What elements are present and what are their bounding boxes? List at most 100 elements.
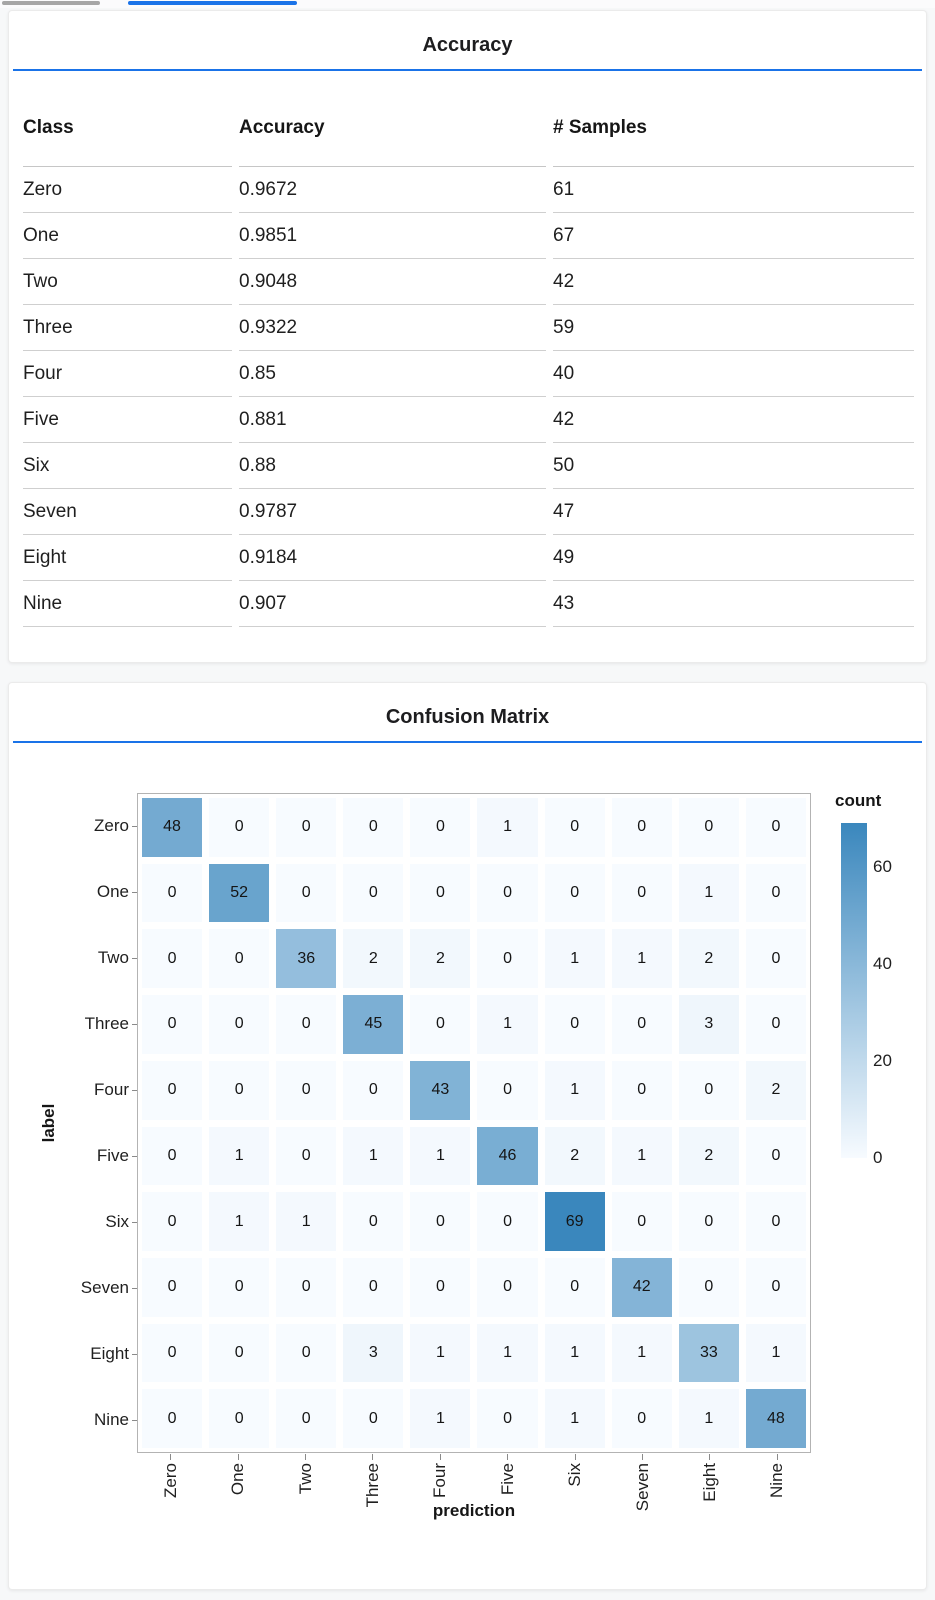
heatmap-cell: 0 — [343, 798, 404, 857]
table-cell: Two — [23, 259, 232, 305]
heatmap-cell: 33 — [678, 1323, 739, 1383]
heatmap-cell: 2 — [544, 1126, 605, 1186]
table-row: Three 0.9322 59 — [23, 305, 914, 351]
heatmap-cell: 46 — [477, 1126, 538, 1186]
heatmap-cell: 1 — [745, 1323, 806, 1383]
heatmap-cell: 1 — [209, 1126, 270, 1186]
table-cell: 42 — [553, 259, 914, 305]
x-axis-label: Two — [272, 1454, 339, 1554]
heatmap-cell: 45 — [343, 995, 404, 1054]
heatmap-cell: 2 — [678, 929, 739, 989]
table-cell: Eight — [23, 535, 232, 581]
heatmap-cell: 1 — [611, 1323, 672, 1383]
heatmap-cell: 0 — [410, 1192, 471, 1251]
y-axis-label: Three — [9, 991, 137, 1057]
heatmap-cell: 0 — [142, 929, 203, 989]
accuracy-panel-rule — [13, 69, 922, 71]
colorbar-tick-label: 60 — [873, 856, 892, 876]
heatmap-cell: 0 — [276, 995, 337, 1054]
table-cell: 0.9322 — [239, 305, 546, 351]
x-axis-label: Nine — [744, 1454, 811, 1554]
heatmap-cell: 0 — [276, 1126, 337, 1186]
table-cell: 50 — [553, 443, 914, 489]
axis-tick — [132, 1089, 137, 1091]
column-header: Accuracy — [239, 71, 546, 167]
y-axis-label-text: Zero — [94, 816, 129, 835]
heatmap-cell: 0 — [209, 929, 270, 989]
heatmap-cell: 0 — [611, 995, 672, 1054]
accuracy-panel: Accuracy Class Accuracy # Samples Zero 0.96… — [8, 10, 927, 663]
x-axis-label: Four — [407, 1454, 474, 1554]
heatmap-cell: 0 — [142, 1126, 203, 1186]
heatmap-cell: 0 — [343, 1192, 404, 1251]
x-axis: Zero One Two Three Four Five Six Seven Eight Nine — [137, 1454, 811, 1554]
x-axis-label-text: Five — [497, 1463, 517, 1496]
column-header: Class — [23, 71, 232, 167]
heatmap-cell: 0 — [745, 929, 806, 989]
confusion-matrix-panel: Confusion Matrix label Zero One Two Three Fo… — [8, 682, 927, 1590]
heatmap-cell: 1 — [209, 1192, 270, 1251]
heatmap-cell: 1 — [276, 1192, 337, 1251]
heatmap-cell: 3 — [678, 995, 739, 1054]
table-cell: 61 — [553, 167, 914, 213]
heatmap-cell: 0 — [276, 863, 337, 923]
accuracy-panel-title: Accuracy — [422, 34, 513, 56]
heatmap-cell: 0 — [477, 1192, 538, 1251]
heatmap-cell: 0 — [477, 929, 538, 989]
heatmap-cell: 3 — [343, 1323, 404, 1383]
colorbar-tick-label: 20 — [873, 1050, 892, 1070]
x-axis-label: One — [204, 1454, 271, 1554]
heatmap-cell: 0 — [410, 798, 471, 857]
axis-tick — [439, 1454, 441, 1460]
heatmap-cell: 0 — [678, 1257, 739, 1317]
heatmap-cell: 0 — [343, 1389, 404, 1448]
table-cell: 0.9672 — [239, 167, 546, 213]
axis-tick — [132, 957, 137, 959]
y-axis-label: One — [9, 859, 137, 925]
heatmap-cell: 0 — [142, 1257, 203, 1317]
heatmap-cell: 0 — [611, 1060, 672, 1120]
table-cell: 0.9851 — [239, 213, 546, 259]
axis-tick — [132, 1353, 137, 1355]
table-row: Five 0.881 42 — [23, 397, 914, 443]
table-cell: 49 — [553, 535, 914, 581]
heatmap-cell: 36 — [276, 929, 337, 989]
heatmap-cell: 1 — [410, 1126, 471, 1186]
axis-tick — [132, 1419, 137, 1421]
active-tab-indicator — [128, 1, 297, 5]
heatmap-cell: 0 — [745, 798, 806, 857]
heatmap-cell: 1 — [544, 1323, 605, 1383]
colorbar-tick-label: 40 — [873, 953, 892, 973]
y-axis-label-text: Four — [94, 1080, 129, 1099]
axis-tick — [507, 1454, 509, 1460]
x-axis-label-text: Six — [565, 1463, 585, 1487]
heatmap-cell: 0 — [142, 1323, 203, 1383]
heatmap-cell: 2 — [343, 929, 404, 989]
heatmap-cell: 0 — [544, 863, 605, 923]
table-cell: One — [23, 213, 232, 259]
x-axis-label-text: Zero — [160, 1463, 180, 1498]
table-cell: 0.9787 — [239, 489, 546, 535]
heatmap-cell: 1 — [611, 929, 672, 989]
colorbar-tick-label: 0 — [873, 1148, 883, 1167]
y-axis-label: Two — [9, 925, 137, 991]
heatmap-cell: 0 — [343, 863, 404, 923]
x-axis-label: Eight — [676, 1454, 743, 1554]
table-row: Nine 0.907 43 — [23, 581, 914, 627]
heatmap-cell: 1 — [544, 1060, 605, 1120]
colorbar-title: count — [835, 791, 882, 810]
axis-tick — [776, 1454, 778, 1460]
heatmap-cell: 0 — [209, 798, 270, 857]
heatmap-cell: 0 — [209, 995, 270, 1054]
axis-tick — [574, 1454, 576, 1460]
heatmap-cell: 0 — [611, 863, 672, 923]
axis-tick — [709, 1454, 711, 1460]
table-cell: Nine — [23, 581, 232, 627]
table-cell: 47 — [553, 489, 914, 535]
inactive-tab-indicator — [2, 1, 100, 5]
table-cell: 40 — [553, 351, 914, 397]
y-axis-label-text: Nine — [94, 1410, 129, 1429]
heatmap-cell: 43 — [410, 1060, 471, 1120]
heatmap-cell: 0 — [477, 863, 538, 923]
heatmap-cell: 1 — [678, 863, 739, 923]
